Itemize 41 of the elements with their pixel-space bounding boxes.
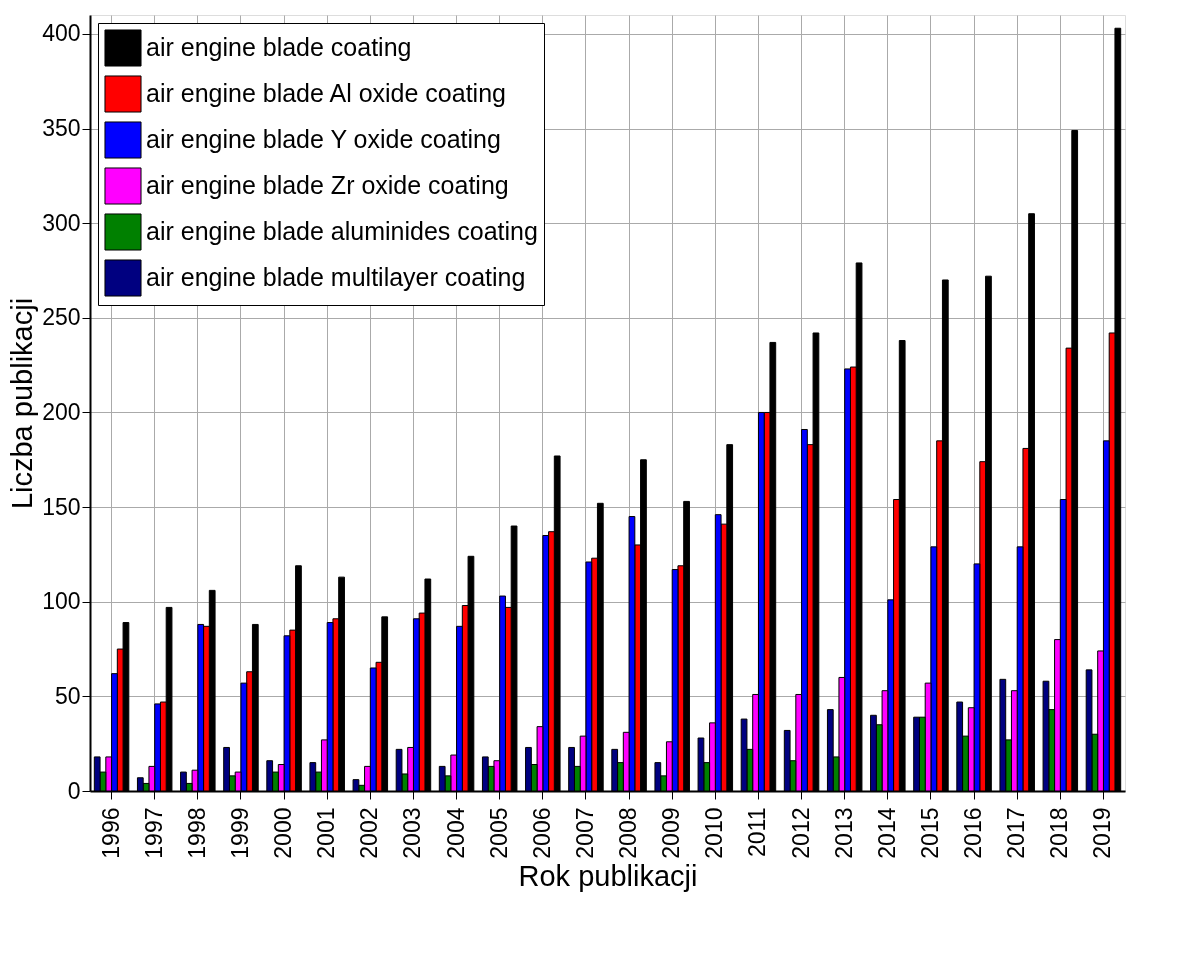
- x-tick-label: 2001: [313, 807, 340, 859]
- x-tick-label: 2011: [744, 807, 771, 857]
- x-tick-label: 2002: [356, 807, 383, 859]
- x-tick-label: 1998: [183, 807, 210, 859]
- x-tick-label: 2009: [658, 807, 685, 859]
- y-tick-label: 250: [42, 304, 81, 331]
- x-tick-label: 2003: [399, 807, 426, 859]
- x-tick-label: 2017: [1003, 807, 1030, 859]
- y-tick-label: 0: [67, 777, 81, 804]
- x-tick-label: 2012: [787, 807, 814, 859]
- x-tick-label: 1996: [97, 807, 124, 859]
- x-tick-label: 2013: [830, 807, 857, 859]
- x-tick-label: 2007: [571, 807, 598, 859]
- y-tick-label: 400: [42, 20, 81, 47]
- y-tick-label: 100: [42, 588, 81, 615]
- x-axis-title: Rok publikacji: [518, 859, 698, 892]
- x-tick-label: 2004: [442, 807, 469, 859]
- x-tick-label: 2018: [1046, 807, 1073, 859]
- x-tick-label: 1999: [226, 807, 253, 859]
- x-tick-label: 2000: [270, 807, 297, 859]
- x-tick-label: 2006: [528, 807, 555, 859]
- y-tick-label: 50: [54, 682, 81, 709]
- y-tick-label: 200: [42, 398, 81, 425]
- x-tick-label: 2016: [960, 807, 987, 859]
- y-tick-label: 150: [42, 493, 81, 520]
- x-tick-label: 2005: [485, 807, 512, 859]
- legend-label: air engine blade multilayer coating: [146, 263, 526, 291]
- legend-label: air engine blade Y oxide coating: [146, 125, 501, 153]
- x-tick-label: 2014: [873, 807, 900, 859]
- y-tick-label: 300: [42, 209, 81, 236]
- legend-label: air engine blade coating: [146, 33, 412, 61]
- y-axis-title: Liczba publikacji: [6, 297, 39, 510]
- x-tick-label: 2010: [701, 807, 728, 859]
- x-tick-label: 2008: [615, 807, 642, 859]
- legend-label: air engine blade Zr oxide coating: [146, 171, 509, 199]
- legend-label: air engine blade aluminides coating: [146, 217, 538, 245]
- x-tick-label: 1997: [140, 807, 167, 859]
- legend-label: air engine blade Al oxide coating: [146, 79, 506, 107]
- x-tick-label: 2015: [916, 807, 943, 859]
- x-tick-label: 2019: [1089, 807, 1116, 859]
- y-tick-label: 350: [42, 115, 81, 142]
